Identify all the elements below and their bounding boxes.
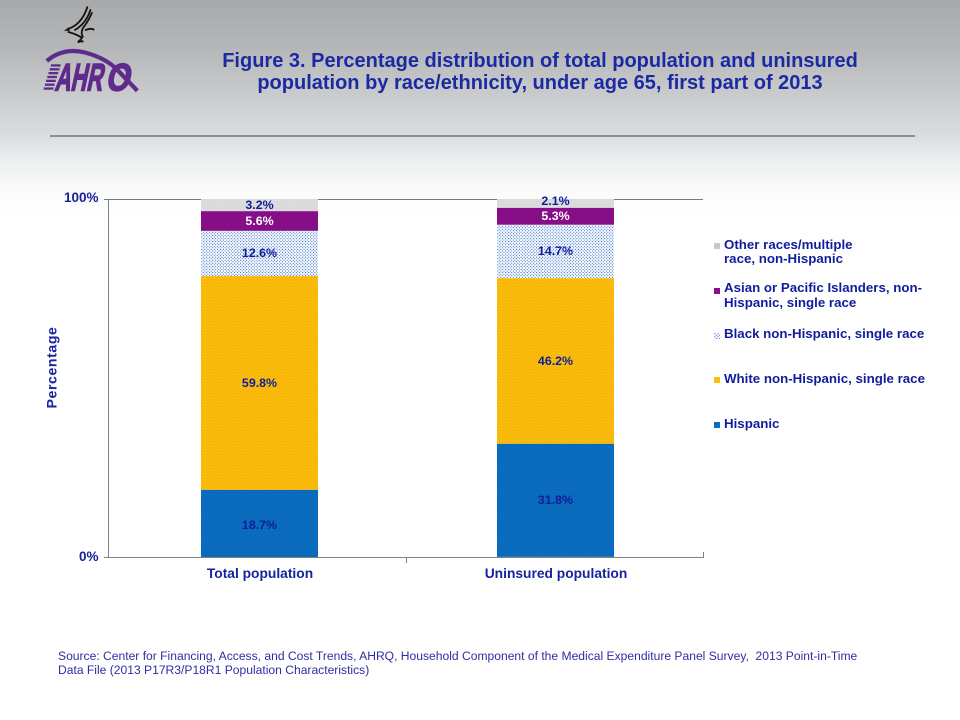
svg-text:AHR: AHR — [52, 56, 109, 99]
